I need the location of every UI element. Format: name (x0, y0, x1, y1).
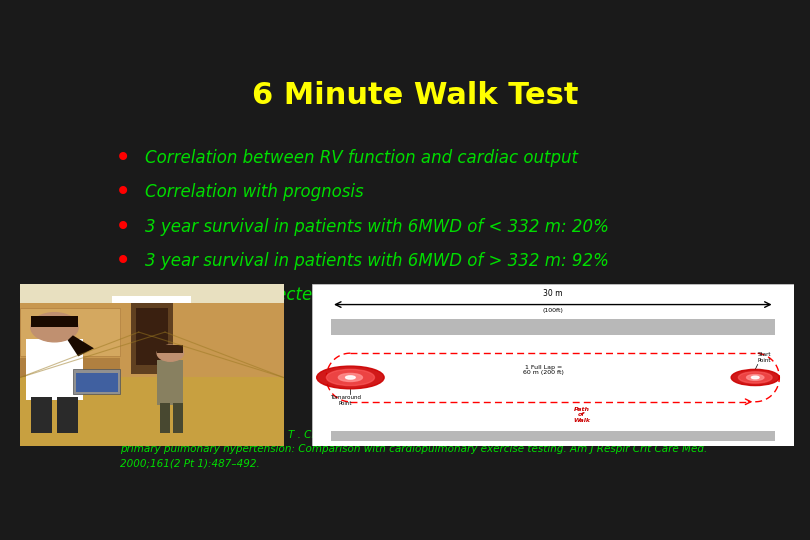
Text: •: • (115, 281, 131, 309)
Bar (73, 369, 120, 394)
Text: Current goal directed therapy: aim for 380 m: Current goal directed therapy: aim for 3… (145, 286, 522, 303)
Circle shape (739, 372, 772, 383)
Polygon shape (20, 377, 283, 446)
Text: Turnaround
Point: Turnaround Point (330, 395, 361, 406)
Circle shape (346, 376, 356, 379)
Text: Path
of
Walk: Path of Walk (573, 407, 590, 423)
Text: •: • (115, 247, 131, 275)
Bar (31, 397, 52, 433)
Bar (157, 360, 183, 405)
Circle shape (747, 375, 764, 380)
Polygon shape (20, 284, 283, 377)
Bar (160, 403, 170, 433)
Bar (20, 358, 120, 377)
Polygon shape (157, 345, 183, 353)
Bar (57, 397, 78, 433)
Text: 1 Full Lap =
60 m (200 ft): 1 Full Lap = 60 m (200 ft) (522, 364, 564, 375)
Bar (173, 403, 183, 433)
Bar (131, 303, 173, 374)
Text: 3 year survival in patients with 6MWD of > 332 m: 92%: 3 year survival in patients with 6MWD of… (145, 252, 609, 269)
Circle shape (326, 369, 374, 386)
Text: (100ft): (100ft) (543, 308, 563, 313)
Text: •: • (115, 144, 131, 172)
Text: 30 m: 30 m (543, 289, 563, 298)
Bar (113, 296, 191, 303)
Text: •: • (115, 178, 131, 206)
Circle shape (317, 366, 384, 389)
Circle shape (752, 376, 759, 379)
Bar (331, 319, 774, 335)
Circle shape (731, 369, 779, 386)
Text: •: • (115, 213, 131, 240)
Polygon shape (31, 316, 78, 327)
Circle shape (339, 374, 362, 381)
Polygon shape (20, 284, 283, 303)
Text: Correlation between RV function and cardiac output: Correlation between RV function and card… (145, 150, 578, 167)
Bar (20, 308, 120, 356)
Text: Miyamoto, S, Nagaya, N, Satoh, T . Clinical correlates and prognostic significan: Miyamoto, S, Nagaya, N, Satoh, T . Clini… (120, 430, 748, 468)
Text: Start
Point: Start Point (757, 352, 771, 363)
Text: Correlation with prognosis: Correlation with prognosis (145, 184, 364, 201)
Bar (136, 308, 168, 364)
Bar (75, 373, 117, 392)
Text: 3 year survival in patients with 6MWD of < 332 m: 20%: 3 year survival in patients with 6MWD of… (145, 218, 609, 235)
Bar (26, 339, 83, 400)
Circle shape (31, 313, 78, 342)
Bar (331, 431, 774, 441)
Polygon shape (67, 335, 94, 356)
Circle shape (157, 345, 183, 361)
Text: 6 Minute Walk Test: 6 Minute Walk Test (252, 82, 578, 111)
